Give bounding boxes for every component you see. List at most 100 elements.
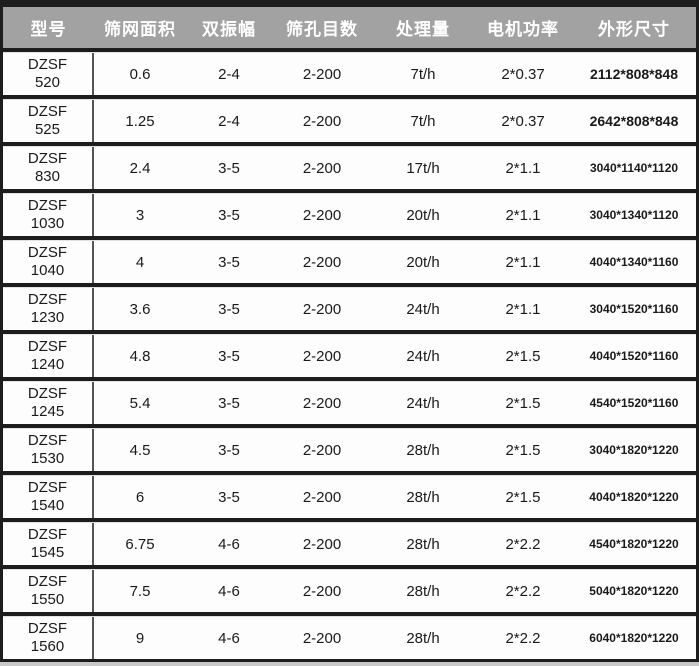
column-header-motor-power: 电机功率 [487, 20, 559, 39]
cell-capacity: 20t/h [406, 206, 440, 224]
table-row: DZSF 520 0.6 2-4 2-200 7t/h 2*0.37 2112*… [3, 52, 696, 95]
table-row: DZSF 1030 3 3-5 2-200 20t/h 2*1.1 3040*1… [3, 193, 696, 236]
cell-double-amplitude: 2-4 [218, 112, 240, 130]
cell-capacity: 24t/h [406, 394, 440, 412]
cell-model: DZSF 1245 [3, 382, 94, 424]
cell-mesh-number: 2-200 [302, 159, 342, 177]
cell-dimensions: 2112*808*848 [590, 66, 678, 82]
cell-motor-power: 2*1.1 [505, 300, 541, 318]
column-header-model: 型号 [30, 20, 67, 39]
cell-motor-power: 2*2.2 [505, 582, 541, 600]
cell-dimensions: 3040*1520*1160 [589, 302, 679, 316]
cell-dimensions: 3040*1140*1120 [589, 161, 679, 175]
cell-dimensions: 5040*1820*1220 [589, 584, 679, 598]
cell-mesh-number: 2-200 [302, 394, 342, 412]
cell-mesh-number: 2-200 [302, 253, 342, 271]
cell-double-amplitude: 2-4 [218, 65, 240, 83]
cell-motor-power: 2*1.5 [505, 394, 541, 412]
column-header-double-amplitude: 双振幅 [202, 20, 256, 39]
cell-double-amplitude: 4-6 [218, 629, 240, 647]
cell-model: DZSF 525 [3, 100, 94, 142]
cell-motor-power: 2*0.37 [501, 112, 545, 130]
cell-screen-area: 0.6 [129, 65, 151, 83]
cell-motor-power: 2*2.2 [505, 629, 541, 647]
cell-motor-power: 2*1.1 [505, 206, 541, 224]
cell-screen-area: 3 [135, 206, 145, 224]
cell-double-amplitude: 3-5 [218, 488, 240, 506]
cell-screen-area: 4.5 [129, 441, 151, 459]
cell-double-amplitude: 3-5 [218, 441, 240, 459]
table-row: DZSF 1550 7.5 4-6 2-200 28t/h 2*2.2 5040… [3, 569, 696, 612]
cell-dimensions: 4040*1820*1220 [589, 490, 679, 504]
cell-dimensions: 3040*1340*1120 [589, 208, 679, 222]
cell-capacity: 7t/h [410, 112, 436, 130]
cell-mesh-number: 2-200 [302, 441, 342, 459]
cell-capacity: 24t/h [406, 347, 440, 365]
cell-mesh-number: 2-200 [302, 112, 342, 130]
cell-screen-area: 3.6 [129, 300, 151, 318]
cell-dimensions: 4040*1340*1160 [589, 255, 679, 269]
cell-model: DZSF 520 [3, 53, 94, 95]
cell-motor-power: 2*1.5 [505, 347, 541, 365]
table-row: DZSF 525 1.25 2-4 2-200 7t/h 2*0.37 2642… [3, 99, 696, 142]
cell-capacity: 17t/h [406, 159, 440, 177]
cell-double-amplitude: 3-5 [218, 394, 240, 412]
cell-dimensions: 4040*1520*1160 [589, 349, 679, 363]
cell-mesh-number: 2-200 [302, 582, 342, 600]
cell-screen-area: 7.5 [129, 582, 151, 600]
cell-model: DZSF 1545 [3, 523, 94, 565]
cell-model: DZSF 1230 [3, 288, 94, 330]
cell-double-amplitude: 3-5 [218, 159, 240, 177]
cell-double-amplitude: 3-5 [218, 206, 240, 224]
table-row: DZSF 1540 6 3-5 2-200 28t/h 2*1.5 4040*1… [3, 475, 696, 518]
cell-motor-power: 2*1.5 [505, 488, 541, 506]
cell-model: DZSF 1550 [3, 570, 94, 612]
cell-model: DZSF 1530 [3, 429, 94, 471]
cell-motor-power: 2*0.37 [501, 65, 545, 83]
cell-motor-power: 2*1.1 [505, 159, 541, 177]
cell-mesh-number: 2-200 [302, 347, 342, 365]
table-row: DZSF 1245 5.4 3-5 2-200 24t/h 2*1.5 4540… [3, 381, 696, 424]
cell-dimensions: 4540*1520*1160 [589, 396, 679, 410]
cell-double-amplitude: 3-5 [218, 300, 240, 318]
cell-screen-area: 6 [135, 488, 145, 506]
cell-capacity: 28t/h [406, 535, 440, 553]
table-row: DZSF 1240 4.8 3-5 2-200 24t/h 2*1.5 4040… [3, 334, 696, 377]
table-row: DZSF 1560 9 4-6 2-200 28t/h 2*2.2 6040*1… [3, 616, 696, 659]
cell-capacity: 20t/h [406, 253, 440, 271]
cell-dimensions: 2642*808*848 [589, 113, 679, 129]
cell-mesh-number: 2-200 [302, 629, 342, 647]
cell-model: DZSF 1240 [3, 335, 94, 377]
cell-dimensions: 4540*1820*1220 [589, 537, 679, 551]
cell-mesh-number: 2-200 [302, 488, 342, 506]
cell-model: DZSF 1040 [3, 241, 94, 283]
cell-capacity: 28t/h [406, 441, 440, 459]
column-header-mesh-number: 筛孔目数 [286, 20, 358, 39]
table-row: DZSF 1545 6.75 4-6 2-200 28t/h 2*2.2 454… [3, 522, 696, 565]
cell-screen-area: 4 [135, 253, 145, 271]
cell-double-amplitude: 3-5 [218, 253, 240, 271]
cell-capacity: 28t/h [406, 629, 440, 647]
cell-screen-area: 5.4 [129, 394, 151, 412]
cell-capacity: 24t/h [406, 300, 440, 318]
cell-capacity: 28t/h [406, 582, 440, 600]
cell-capacity: 7t/h [410, 65, 436, 83]
cell-motor-power: 2*1.5 [505, 441, 541, 459]
cell-screen-area: 4.8 [129, 347, 151, 365]
column-header-capacity: 处理量 [396, 20, 450, 39]
column-header-screen-area: 筛网面积 [104, 20, 176, 39]
table-header-row: 型号 筛网面积 双振幅 筛孔目数 处理量 电机功率 外形尺寸 [3, 7, 696, 48]
cell-mesh-number: 2-200 [302, 206, 342, 224]
cell-model: DZSF 1030 [3, 194, 94, 236]
cell-model: DZSF 1540 [3, 476, 94, 518]
cell-screen-area: 2.4 [129, 159, 151, 177]
cell-double-amplitude: 4-6 [218, 535, 240, 553]
cell-double-amplitude: 4-6 [218, 582, 240, 600]
cell-capacity: 28t/h [406, 488, 440, 506]
column-header-dimensions: 外形尺寸 [598, 20, 670, 39]
cell-model: DZSF 830 [3, 147, 94, 189]
cell-screen-area: 6.75 [125, 535, 155, 553]
cell-dimensions: 3040*1820*1220 [589, 443, 679, 457]
table-body: DZSF 520 0.6 2-4 2-200 7t/h 2*0.37 2112*… [3, 52, 696, 659]
